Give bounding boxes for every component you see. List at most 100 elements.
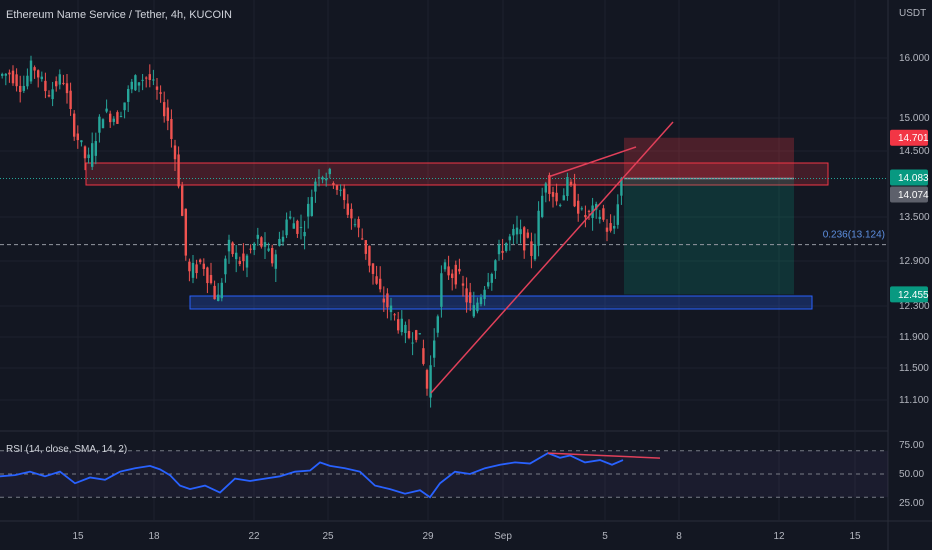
candle-body [87, 154, 90, 159]
candle-body [382, 298, 385, 303]
candle-body [566, 177, 569, 197]
candle-body [620, 178, 623, 196]
candle-body [501, 250, 504, 253]
candle-body [83, 146, 87, 159]
candle-body [112, 118, 115, 122]
rsi-line [0, 452, 624, 499]
candle-body [537, 210, 540, 246]
currency-label: USDT [899, 8, 926, 19]
price-tick-label: 11.500 [899, 363, 929, 374]
candle-body [199, 259, 202, 263]
time-tick-label: 5 [602, 531, 608, 542]
rsi-tick-label: 50.00 [899, 469, 924, 480]
time-tick-label: 8 [676, 531, 682, 542]
time-tick-label: 22 [248, 531, 260, 542]
candle-body [562, 195, 565, 201]
candle-body [505, 243, 508, 251]
target-price-badge: 12.455 [898, 290, 929, 301]
candle-body [119, 116, 123, 118]
rsi-indicator-label[interactable]: RSI (14, close, SMA, 14, 2) [6, 444, 128, 455]
candle-body [533, 244, 537, 260]
stop-price-badge-bg [890, 129, 928, 146]
candle-body [404, 324, 407, 334]
candle-body [393, 314, 396, 316]
candle-body [364, 240, 367, 254]
candle-body [184, 208, 187, 256]
candle-body [80, 140, 83, 143]
time-tick-label: 15 [72, 531, 84, 542]
candle-body [213, 285, 216, 300]
candle-body [541, 195, 544, 217]
candle-body [141, 79, 144, 81]
candle-body [105, 108, 108, 112]
candle-body [418, 333, 421, 335]
candle-body [44, 80, 47, 92]
candle-body [328, 168, 331, 175]
candle-body [170, 119, 173, 139]
price-tick-label: 14.500 [899, 146, 930, 157]
candle-body [325, 178, 328, 181]
candle-body [353, 224, 357, 226]
target-price-badge-bg [890, 286, 928, 303]
candle-body [47, 95, 51, 97]
candle-body [195, 264, 198, 274]
candle-body [242, 253, 245, 262]
candle-body [317, 177, 321, 179]
candle-body [299, 226, 303, 228]
candle-body [98, 116, 101, 133]
candle-body [249, 248, 252, 250]
symbol-title: Ethereum Name Service / Tether, 4h, KUCO… [6, 9, 232, 21]
candle-body [429, 365, 432, 398]
candle-body [548, 175, 551, 194]
candle-body [155, 86, 159, 90]
candle-body [181, 185, 184, 216]
candle-body [368, 245, 371, 266]
candle-body [551, 192, 555, 197]
candle-body [76, 133, 79, 141]
time-tick-label: 29 [422, 531, 434, 542]
candle-body [1, 73, 4, 76]
candle-body [497, 245, 501, 255]
candle-body [267, 248, 270, 251]
time-tick-label: 15 [849, 531, 861, 542]
candle-body [285, 219, 288, 236]
candle-body [278, 238, 281, 246]
candle-body [472, 305, 475, 317]
candle-body [425, 370, 429, 389]
candle-body [73, 113, 76, 137]
candle-body [440, 273, 443, 307]
candle-body [235, 252, 238, 260]
candle-body [19, 85, 22, 92]
candle-body [173, 145, 177, 160]
candle-body [245, 255, 249, 268]
candle-body [526, 232, 529, 238]
candle-body [371, 263, 375, 274]
last-price-badge: 14.083 [898, 173, 929, 184]
candle-body [145, 77, 148, 79]
support-zone [189, 295, 813, 310]
candle-body [357, 219, 360, 228]
price-tick-label: 11.100 [899, 395, 929, 406]
candle-body [51, 89, 54, 100]
candle-body [598, 216, 601, 220]
candle-body [206, 267, 209, 284]
last-price-badge-bg [890, 169, 928, 186]
rising-trendline [430, 121, 674, 394]
candle-body [220, 282, 223, 299]
candle-body [62, 82, 65, 84]
candle-body [609, 223, 612, 231]
candle-body [436, 316, 439, 333]
candle-body [69, 90, 72, 109]
candle-body [55, 81, 58, 87]
candle-body [26, 75, 29, 87]
time-tick-label: 18 [148, 531, 160, 542]
candle-body [350, 208, 353, 219]
candle-body [461, 283, 465, 286]
time-tick-label: 12 [773, 531, 785, 542]
candle-body [411, 342, 414, 344]
candle-body [109, 113, 112, 123]
candle-body [15, 74, 18, 87]
fib-level-label: 0.236(13.124) [823, 230, 885, 241]
candle-body [602, 208, 605, 220]
